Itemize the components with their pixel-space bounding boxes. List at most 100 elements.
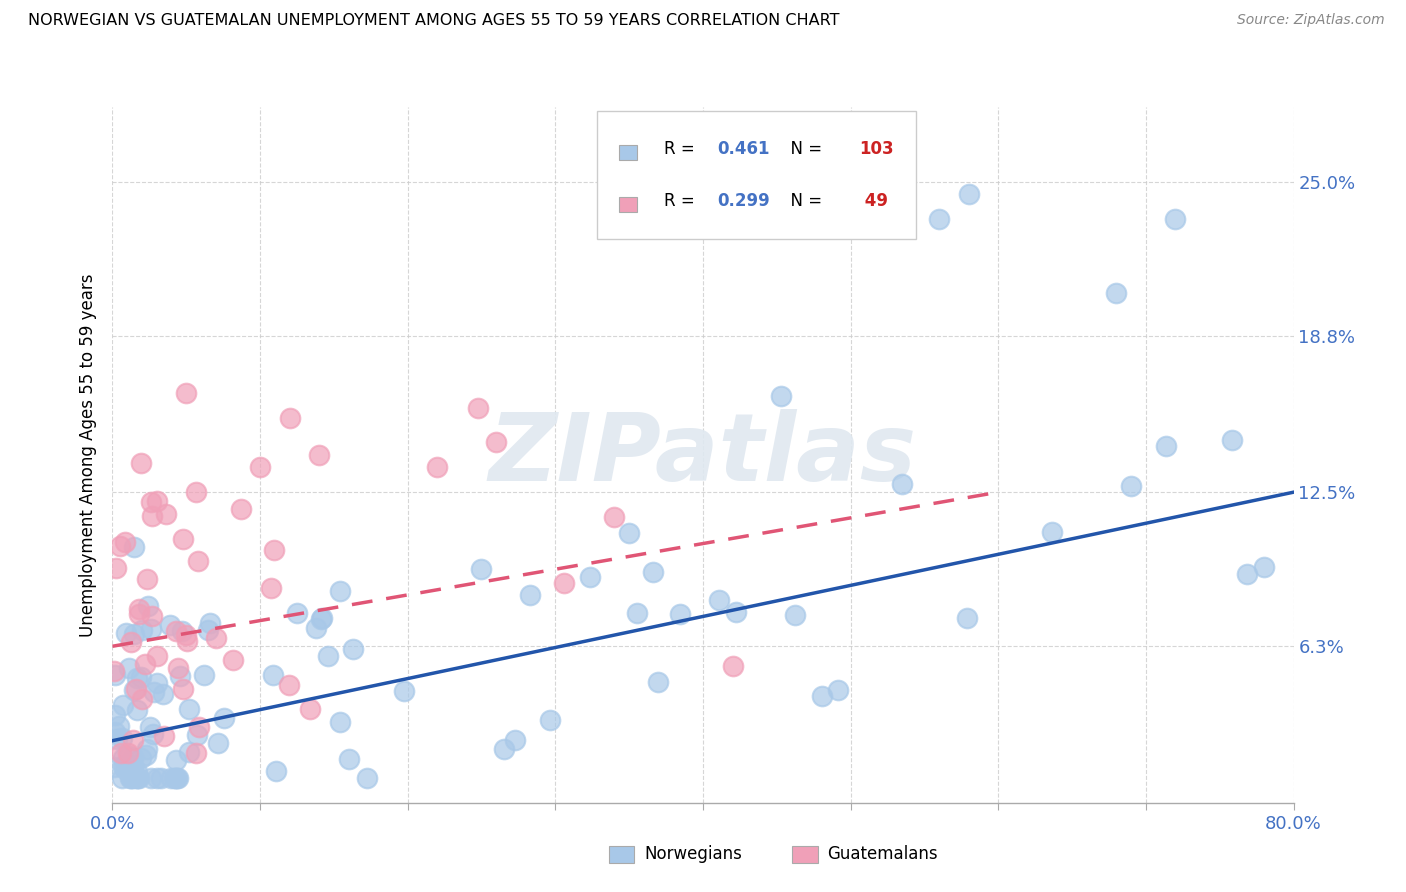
Point [172, 624, 194, 638]
Point [626, 607, 648, 621]
Point [104, 707, 127, 722]
Point [141, 771, 163, 785]
Point [117, 746, 139, 760]
Point [221, 653, 243, 667]
Point [193, 668, 215, 682]
Text: N =: N = [780, 140, 827, 158]
Point [186, 728, 208, 742]
Point [188, 720, 211, 734]
Point [669, 607, 692, 622]
Point [111, 771, 134, 785]
Point [165, 624, 187, 638]
Point [249, 460, 271, 475]
Point [128, 601, 150, 615]
Text: Source: ZipAtlas.com: Source: ZipAtlas.com [1237, 13, 1385, 28]
Point [141, 608, 163, 623]
Point [146, 494, 169, 508]
Point [135, 741, 157, 756]
Point [103, 760, 125, 774]
Point [957, 187, 980, 202]
Point [928, 211, 950, 226]
Point [146, 771, 169, 785]
Point [169, 669, 191, 683]
Text: R =: R = [664, 192, 700, 210]
Point [118, 661, 141, 675]
Point [166, 661, 188, 675]
Point [131, 691, 153, 706]
Point [197, 623, 219, 637]
Point [617, 526, 640, 541]
Point [263, 543, 285, 558]
Point [578, 570, 600, 584]
Point [278, 410, 301, 425]
Point [146, 676, 169, 690]
Point [337, 752, 360, 766]
Point [174, 385, 197, 400]
Text: 103: 103 [859, 140, 894, 158]
Point [110, 746, 132, 760]
Point [139, 495, 162, 509]
Point [163, 771, 186, 785]
Point [1164, 211, 1187, 226]
Point [124, 682, 146, 697]
Point [120, 771, 142, 785]
Text: N =: N = [780, 192, 827, 210]
Text: Norwegians: Norwegians [644, 845, 742, 863]
Point [122, 759, 145, 773]
Point [111, 759, 134, 773]
Point [316, 649, 339, 664]
Point [174, 628, 197, 642]
Point [139, 622, 162, 636]
Point [146, 649, 169, 664]
Point [198, 616, 221, 631]
Point [1220, 433, 1243, 447]
Point [104, 560, 127, 574]
Point [176, 634, 198, 648]
Text: NORWEGIAN VS GUATEMALAN UNEMPLOYMENT AMONG AGES 55 TO 59 YEARS CORRELATION CHART: NORWEGIAN VS GUATEMALAN UNEMPLOYMENT AMO… [28, 13, 839, 29]
Point [160, 771, 183, 785]
Point [519, 588, 541, 602]
Point [107, 719, 129, 733]
Point [150, 771, 173, 785]
Point [503, 733, 526, 747]
Point [104, 725, 127, 739]
Point [118, 749, 141, 764]
Point [1119, 479, 1142, 493]
Point [125, 703, 148, 717]
Point [467, 401, 489, 415]
Point [172, 681, 194, 696]
Point [165, 753, 187, 767]
Point [135, 572, 157, 586]
Point [138, 720, 160, 734]
Point [125, 681, 148, 696]
Point [485, 435, 508, 450]
Point [122, 771, 145, 785]
FancyBboxPatch shape [596, 111, 915, 239]
Point [1040, 525, 1063, 540]
Point [392, 684, 415, 698]
Point [124, 627, 146, 641]
Point [163, 771, 186, 785]
Point [1154, 439, 1177, 453]
Point [329, 584, 352, 599]
Point [643, 565, 665, 579]
Point [103, 664, 125, 678]
Point [1253, 559, 1275, 574]
Point [120, 635, 142, 649]
Point [956, 611, 979, 625]
Point [827, 683, 849, 698]
Point [783, 607, 806, 622]
Point [167, 771, 190, 785]
Point [155, 507, 177, 521]
Text: 49: 49 [859, 192, 889, 210]
Point [356, 771, 378, 785]
Point [118, 771, 141, 785]
Point [177, 745, 200, 759]
Point [114, 535, 136, 549]
Point [538, 713, 561, 727]
Point [129, 456, 152, 470]
Point [285, 606, 308, 620]
Point [153, 729, 176, 743]
Point [115, 626, 138, 640]
Point [127, 771, 149, 785]
